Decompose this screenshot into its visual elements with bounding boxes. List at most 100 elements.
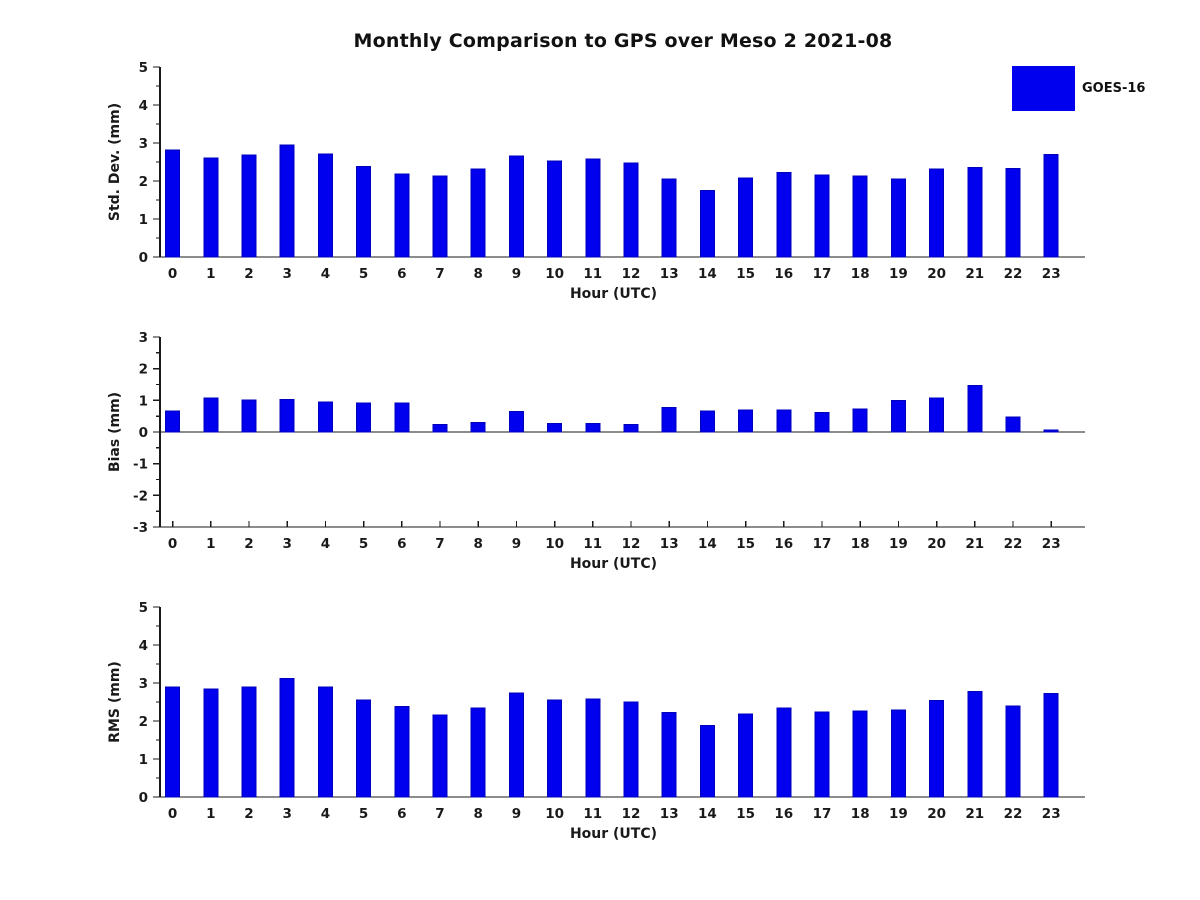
x-tick-label: 11 [583,806,602,822]
x-tick-label: 20 [927,536,946,552]
bias-bar-hour-10 [547,422,563,433]
x-tick-label: 17 [813,806,832,822]
bias-bar-hour-17 [814,412,830,433]
x-tick-label: 7 [435,806,444,822]
std-dev-bar-hour-16 [776,172,792,258]
rms-bar-hour-2 [241,686,257,798]
y-tick-label: 3 [139,136,148,152]
x-tick-label: 15 [736,806,755,822]
x-tick-label: 7 [435,536,444,552]
bias-bar-hour-12 [623,424,639,433]
rms-bar-hour-10 [547,699,563,798]
bias-bar-hour-8 [470,422,486,433]
bias-bar-hour-19 [890,399,906,433]
x-tick-label: 21 [965,536,984,552]
rms-ylabel: RMS (mm) [107,661,123,743]
y-tick-label: 5 [139,60,148,76]
x-tick-label: 9 [512,806,521,822]
x-tick-label: 22 [1004,536,1023,552]
x-tick-label: 12 [622,266,641,282]
std-dev-bar-hour-15 [738,177,754,258]
x-tick-label: 7 [435,266,444,282]
rms-bar-hour-22 [1005,705,1021,798]
bias-bar-hour-23 [1043,429,1059,433]
x-tick-label: 19 [889,536,908,552]
bias-bar-hour-20 [929,397,945,433]
x-tick-label: 16 [774,536,793,552]
x-tick-label: 18 [851,806,870,822]
std-dev-bar-hour-17 [814,174,830,258]
rms-bar-hour-4 [317,686,333,798]
x-tick-label: 11 [583,536,602,552]
rms-bar-hour-16 [776,707,792,798]
x-tick-label: 8 [473,536,482,552]
rms-bar-hour-21 [967,690,983,798]
x-tick-label: 15 [736,266,755,282]
bias-bar-hour-6 [394,402,410,433]
bias-bar-hour-15 [738,409,754,433]
bias-bar-hour-13 [661,406,677,433]
x-tick-label: 23 [1042,266,1061,282]
x-tick-label: 23 [1042,536,1061,552]
x-tick-label: 3 [282,806,291,822]
x-tick-label: 12 [622,806,641,822]
rms-bar-hour-3 [279,677,295,798]
x-tick-label: 2 [244,806,253,822]
x-tick-label: 12 [622,536,641,552]
y-tick-label: 2 [139,362,148,378]
x-tick-label: 4 [321,536,330,552]
bias-bar-hour-14 [699,410,715,433]
x-tick-label: 18 [851,266,870,282]
rms-bar-hour-18 [852,710,868,798]
y-tick-label: 2 [139,714,148,730]
x-tick-label: 0 [168,266,177,282]
std-dev-bar-hour-8 [470,168,486,258]
x-tick-label: 3 [282,536,291,552]
x-tick-label: 9 [512,266,521,282]
bias-bar-hour-9 [508,411,524,433]
x-tick-label: 14 [698,536,717,552]
x-tick-label: 17 [813,536,832,552]
x-tick-label: 6 [397,266,406,282]
x-tick-label: 22 [1004,806,1023,822]
y-tick-label: 4 [139,98,148,114]
x-tick-label: 0 [168,536,177,552]
bias-bar-hour-3 [279,398,295,433]
bias-bar-hour-2 [241,399,257,433]
std-dev-bar-hour-10 [547,160,563,258]
std-dev-bar-hour-5 [356,166,372,258]
rms-bar-hour-19 [890,709,906,798]
x-tick-label: 16 [774,266,793,282]
x-tick-label: 10 [545,806,564,822]
rms-bar-hour-9 [508,692,524,798]
rms-bar-hour-1 [203,688,219,798]
std-dev-bar-hour-13 [661,178,677,258]
std-dev-bar-hour-22 [1005,167,1021,258]
std-dev-bar-hour-20 [929,168,945,258]
x-tick-label: 4 [321,806,330,822]
bias-bar-hour-11 [585,422,601,433]
y-tick-label: 2 [139,174,148,190]
rms-bar-hour-6 [394,706,410,798]
rms-bar-hour-20 [929,699,945,798]
rms-xlabel: Hour (UTC) [570,826,657,842]
bias-bar-hour-4 [317,401,333,433]
x-tick-label: 3 [282,266,291,282]
x-tick-label: 10 [545,266,564,282]
x-tick-label: 13 [660,806,679,822]
x-tick-label: 11 [583,266,602,282]
chart-title: Monthly Comparison to GPS over Meso 2 20… [353,30,893,52]
x-tick-label: 19 [889,806,908,822]
legend-label: GOES-16 [1082,81,1146,96]
y-tick-label: -2 [133,488,148,504]
x-tick-label: 1 [206,806,215,822]
x-tick-label: 8 [473,266,482,282]
std-dev-bar-hour-6 [394,173,410,258]
bias-bar-hour-22 [1005,416,1021,433]
std-dev-ylabel: Std. Dev. (mm) [107,103,123,221]
y-tick-label: -3 [133,520,148,536]
